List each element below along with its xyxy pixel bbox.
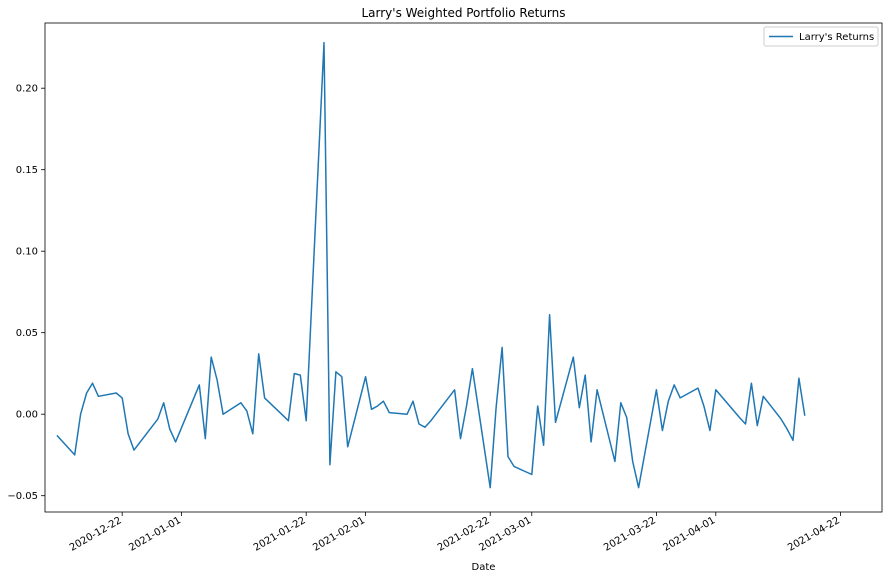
y-tick-label: 0.15 <box>16 165 38 176</box>
x-axis-label: Date <box>472 562 496 573</box>
y-tick-label: 0.00 <box>16 410 38 421</box>
y-axis: −0.05 0.00 0.05 0.10 0.15 0.20 <box>7 84 45 502</box>
chart-title: Larry's Weighted Portfolio Returns <box>361 6 565 20</box>
y-tick-label: 0.05 <box>16 328 38 339</box>
y-tick-label: 0.20 <box>16 84 38 95</box>
y-tick-label: 0.10 <box>16 247 38 258</box>
axes-frame <box>44 22 883 513</box>
series-layer <box>56 41 806 489</box>
legend-label: Larry's Returns <box>799 32 874 43</box>
series-line-larrys-returns <box>56 41 806 489</box>
legend: Larry's Returns <box>763 26 879 47</box>
legend-box <box>763 26 879 47</box>
y-tick-label: −0.05 <box>7 491 38 502</box>
